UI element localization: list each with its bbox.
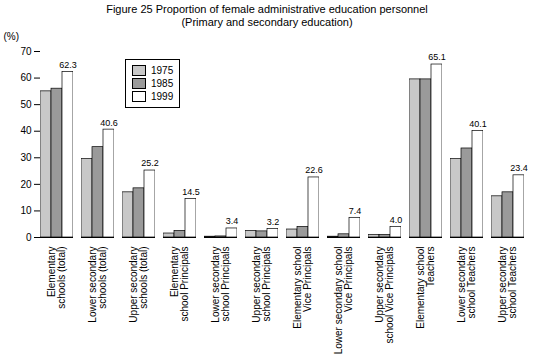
- svg-text:4.0: 4.0: [390, 215, 403, 225]
- svg-text:Lower secondaryschool Principa: Lower secondaryschool Principals: [210, 247, 231, 323]
- svg-text:Lower secondaryschool Teachers: Lower secondaryschool Teachers: [456, 247, 477, 323]
- svg-text:22.6: 22.6: [305, 165, 323, 175]
- svg-text:7.4: 7.4: [349, 206, 362, 216]
- svg-text:40.6: 40.6: [100, 118, 118, 128]
- html-text:Figure 25 Proportion of female: Figure 25 Proportion of female administr…: [106, 3, 428, 15]
- svg-text:23.4: 23.4: [510, 163, 528, 173]
- svg-text:Upper secondaryschools (total): Upper secondaryschools (total): [128, 247, 149, 323]
- svg-text:Elementary schoolVice Principa: Elementary schoolVice Principals: [292, 247, 313, 329]
- svg-text:0: 0: [26, 232, 32, 243]
- svg-text:Lower secondaryschools (total): Lower secondaryschools (total): [87, 247, 108, 323]
- svg-text:20: 20: [20, 179, 32, 190]
- svg-text:3.2: 3.2: [267, 217, 280, 227]
- svg-text:40: 40: [20, 125, 32, 136]
- html-text:1999: 1999: [151, 91, 174, 102]
- svg-text:62.3: 62.3: [59, 60, 77, 70]
- html-text:1975: 1975: [151, 65, 174, 76]
- html-text:1985: 1985: [151, 78, 174, 89]
- svg-text:65.1: 65.1: [428, 52, 446, 62]
- svg-text:Upper secondaryschool Principa: Upper secondaryschool Principals: [251, 247, 272, 323]
- svg-text:Upper secondaryschool Teachers: Upper secondaryschool Teachers: [497, 247, 518, 323]
- svg-text:10: 10: [20, 205, 32, 216]
- svg-text:30: 30: [20, 152, 32, 163]
- svg-text:3.4: 3.4: [226, 216, 239, 226]
- svg-text:Elementary schoolTeachers: Elementary schoolTeachers: [415, 247, 436, 329]
- svg-text:25.2: 25.2: [141, 158, 159, 168]
- svg-text:70: 70: [20, 46, 32, 57]
- svg-text:Upper secondaryschool Vice Pri: Upper secondaryschool Vice Principals: [374, 247, 395, 344]
- svg-text:Lower secondary schoolVice Pri: Lower secondary schoolVice Principals: [333, 247, 354, 355]
- svg-text:40.1: 40.1: [469, 119, 487, 129]
- svg-text:14.5: 14.5: [182, 187, 200, 197]
- svg-text:(%): (%): [4, 31, 20, 42]
- svg-text:50: 50: [20, 99, 32, 110]
- svg-text:Elementaryschool Principals: Elementaryschool Principals: [169, 247, 190, 322]
- html-text:(Primary and secondary educati: (Primary and secondary education): [181, 16, 353, 28]
- svg-text:60: 60: [20, 72, 32, 83]
- svg-text:Elementaryschools (total): Elementaryschools (total): [46, 247, 67, 309]
